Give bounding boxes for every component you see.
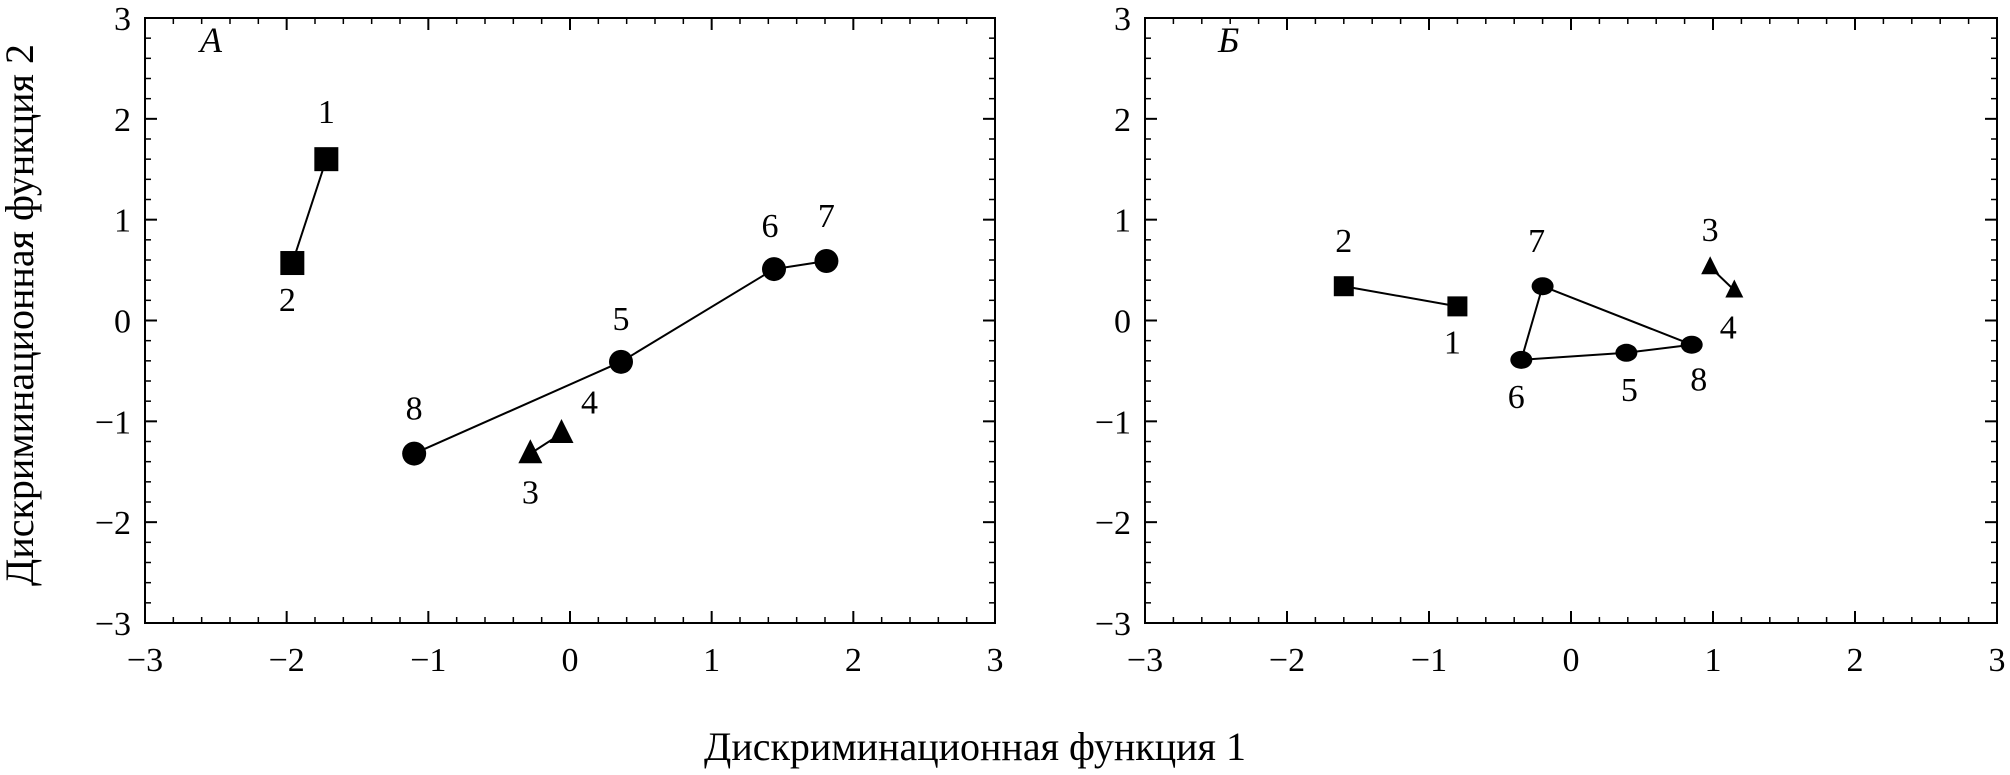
x-tick-label: −1 (1411, 642, 1447, 679)
y-tick-label: 2 (114, 102, 131, 139)
x-tick-label: 1 (703, 642, 720, 679)
point-marker-4 (1725, 279, 1744, 298)
point-marker-1 (314, 147, 339, 172)
point-marker-4 (549, 419, 574, 444)
connection-line (1521, 351, 1627, 361)
point-label-2: 2 (279, 282, 296, 319)
panel-b: Б −3 −2 −1 0 1 2 3 3 2 1 0 −1 −2 −3 1 2 3 4 5 6 7 8 (1095, 1, 2006, 679)
point-label-6: 6 (1508, 379, 1525, 416)
x-axis-title: Дискриминационная функция 1 (704, 724, 1246, 769)
y-tick-label: −2 (95, 505, 131, 542)
y-tick-label: 0 (1114, 304, 1131, 341)
point-marker-8 (1680, 335, 1703, 354)
point-marker-3 (1701, 256, 1720, 275)
connection-line (413, 360, 622, 455)
x-tick-label: −1 (410, 642, 446, 679)
y-axis-title: Дискриминационная функция 2 (0, 44, 42, 586)
x-tick-label: −2 (269, 642, 305, 679)
x-tick-label: 3 (987, 642, 1004, 679)
connection-line (620, 268, 775, 363)
point-marker-1 (1447, 296, 1468, 317)
y-tick-label: −3 (1095, 606, 1131, 643)
point-marker-6 (762, 257, 786, 282)
point-marker-7 (814, 249, 839, 274)
x-tick-label: 0 (562, 642, 579, 679)
x-tick-label: 3 (1989, 642, 2006, 679)
panel-a: А −3 −2 −1 0 1 2 3 3 2 1 0 −1 −2 −3 1 2 3 4 5 6 7 8 (95, 1, 1004, 679)
x-tick-label: 0 (1563, 642, 1580, 679)
point-label-1: 1 (318, 94, 335, 131)
point-label-2: 2 (1335, 223, 1352, 260)
point-label-6: 6 (762, 208, 779, 245)
point-label-7: 7 (818, 198, 835, 235)
plot-frame (144, 17, 996, 624)
plot-frame (1144, 17, 1998, 624)
point-label-5: 5 (1621, 372, 1638, 409)
connection-line (1343, 285, 1458, 308)
connection-line (1520, 285, 1544, 361)
y-tick-label: 3 (1114, 1, 1131, 38)
y-tick-label: −1 (95, 404, 131, 441)
point-marker-5 (1615, 343, 1638, 362)
point-label-8: 8 (406, 391, 423, 428)
y-tick-label: −2 (1095, 505, 1131, 542)
point-marker-7 (1531, 277, 1554, 296)
x-tick-label: −3 (1127, 642, 1163, 679)
panel-letter: Б (1217, 20, 1239, 60)
y-tick-label: 0 (114, 304, 131, 341)
point-label-5: 5 (613, 301, 630, 338)
y-tick-label: −1 (1095, 404, 1131, 441)
connection-line (1626, 343, 1692, 354)
y-tick-label: 2 (1114, 102, 1131, 139)
point-marker-5 (609, 349, 633, 374)
y-tick-label: 1 (114, 203, 131, 240)
x-tick-label: 2 (1847, 642, 1864, 679)
point-marker-6 (1510, 350, 1533, 369)
panel-letter: А (198, 20, 223, 60)
point-label-1: 1 (1444, 324, 1461, 361)
point-label-8: 8 (1690, 362, 1707, 399)
point-marker-2 (1333, 276, 1354, 297)
point-marker-8 (402, 441, 427, 466)
y-tick-label: 3 (114, 1, 131, 38)
point-label-3: 3 (522, 475, 539, 512)
point-label-4: 4 (581, 384, 598, 421)
y-tick-label: −3 (95, 606, 131, 643)
point-marker-3 (518, 439, 543, 464)
point-marker-2 (280, 251, 305, 276)
point-label-3: 3 (1702, 212, 1719, 249)
x-tick-label: 2 (845, 642, 862, 679)
y-tick-label: 1 (1114, 203, 1131, 240)
x-tick-label: 1 (1705, 642, 1722, 679)
point-label-4: 4 (1720, 309, 1737, 346)
point-label-7: 7 (1528, 223, 1545, 260)
x-tick-label: −3 (127, 642, 163, 679)
connection-line (291, 158, 328, 264)
connection-line (1542, 285, 1693, 346)
x-tick-label: −2 (1269, 642, 1305, 679)
